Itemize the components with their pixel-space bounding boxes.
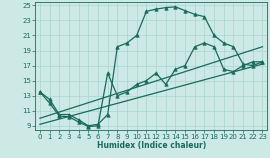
X-axis label: Humidex (Indice chaleur): Humidex (Indice chaleur) <box>97 141 206 150</box>
